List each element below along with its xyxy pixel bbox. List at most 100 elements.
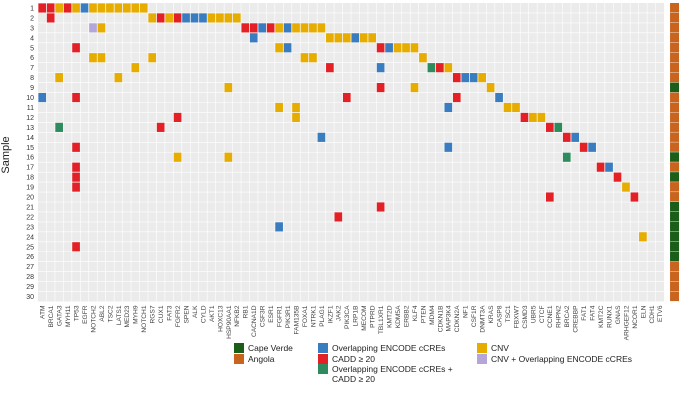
gene-tick-label: PLAG1	[319, 305, 326, 327]
cell-hsp90aa1-sample-16	[224, 152, 233, 162]
gene-tick-label: ARHGEF12	[623, 305, 630, 340]
cell-brca2-sample-16	[562, 152, 571, 162]
cell-ptprd-sample-4	[368, 33, 376, 43]
legend-label: Overlapping ENCODE cCREs	[332, 342, 446, 353]
gene-tick-label: HOXC13	[217, 305, 224, 332]
gene-tick-label: PIK3R1	[285, 305, 292, 328]
annotation-angola-sample-8	[670, 72, 680, 83]
gene-tick-label: JAK2	[336, 305, 343, 321]
cell-kmt2c-sample-17	[596, 162, 605, 172]
gene-tick-label: HSP90AA1	[226, 305, 233, 339]
annotation-cape-verde-sample-23	[670, 221, 680, 232]
cell-pten-sample-6	[419, 53, 427, 63]
gene-tick-label: NCOR1	[632, 305, 639, 328]
cell-fgfr1-sample-5	[275, 43, 283, 53]
gene-tick-label: AKT1	[209, 305, 216, 322]
annotation-angola-sample-29	[670, 281, 680, 292]
gene-tick-label: ETV6	[657, 305, 664, 322]
cell-fgfr2-sample-16	[173, 152, 182, 162]
cell-kras-sample-9	[486, 83, 495, 93]
cell-klf4-sample-9	[410, 83, 419, 93]
cell-cux1-sample-13	[156, 122, 165, 132]
legend-swatch	[234, 353, 244, 364]
legend-label: Cape Verde	[248, 342, 293, 353]
cell-tsc2-sample-1	[106, 3, 114, 13]
gene-tick-label: NOTCH1	[141, 305, 148, 332]
cell-cacna1d-sample-4	[249, 33, 258, 43]
cell-esr1-sample-3	[266, 23, 275, 33]
sample-tick-label: 23	[26, 224, 34, 231]
sample-tick-label: 8	[30, 75, 34, 82]
cell-cdkn2a-sample-10	[452, 92, 461, 103]
gene-tick-label: CDH1	[649, 305, 656, 323]
gene-tick-label: ATM	[40, 306, 47, 319]
gene-tick-label: TBL1XR1	[378, 305, 385, 334]
cell-tp53-sample-1	[72, 3, 80, 13]
gene-tick-label: FAM135B	[293, 305, 300, 335]
gene-tick-label: CTCF	[539, 306, 546, 324]
legend-label: CNV + Overlapping ENCODE cCREs	[491, 353, 633, 364]
cell-fam135b-sample-12	[292, 112, 300, 122]
cell-plag1-sample-3	[317, 23, 326, 33]
cell-tp53-sample-15	[72, 142, 80, 152]
cell-hsp90aa1-sample-2	[224, 13, 233, 23]
cell-cdkn1b-sample-7	[436, 63, 444, 73]
cell-tp53-sample-18	[72, 172, 80, 182]
sample-tick-label: 12	[26, 115, 34, 122]
cell-ncor1-sample-20	[630, 192, 639, 202]
annotation-angola-sample-13	[670, 122, 680, 132]
cell-ccne1-sample-13	[546, 122, 554, 132]
cell-fat1-sample-15	[579, 142, 588, 152]
gene-tick-label: RHPN2	[556, 305, 563, 328]
cell-fgfr2-sample-12	[173, 112, 182, 122]
legend-swatch	[318, 342, 328, 353]
cell-eln-sample-24	[639, 232, 647, 242]
sample-tick-label: 17	[26, 165, 34, 172]
gene-tick-label: MAP3K4	[446, 305, 453, 331]
cell-akt1-sample-2	[207, 13, 216, 23]
gene-tick-label: KDM5A	[395, 305, 402, 328]
gene-tick-label: LRP1B	[353, 305, 360, 326]
cell-myh9-sample-7	[131, 63, 140, 73]
annotation-angola-sample-17	[670, 162, 680, 172]
cell-jak2-sample-4	[334, 33, 343, 43]
cell-rgs7-sample-2	[148, 13, 157, 23]
heatmap-cells	[38, 3, 647, 252]
gene-tick-label: BRCA2	[564, 305, 571, 327]
cell-pik3r1-sample-3	[283, 23, 292, 33]
gene-tick-label: NOTCH2	[90, 305, 97, 332]
cell-kdm5a-sample-5	[393, 43, 402, 53]
annotation-angola-sample-3	[670, 22, 680, 33]
cell-pik3ca-sample-4	[342, 33, 351, 43]
gene-tick-label: ELN	[640, 305, 647, 318]
sample-tick-label: 6	[30, 55, 34, 62]
cell-fgfr2-sample-2	[173, 13, 182, 23]
annotation-angola-sample-19	[670, 182, 680, 192]
cell-abl2-sample-1	[97, 3, 106, 13]
gene-tick-label: EGFR	[82, 305, 89, 324]
cell-kmt2d-sample-5	[385, 43, 393, 53]
cell-atm-sample-10	[38, 92, 47, 103]
cell-gata3-sample-13	[55, 122, 63, 132]
cell-gnas-sample-18	[613, 172, 622, 182]
gene-tick-label: SPEN	[183, 305, 190, 323]
cell-gata3-sample-8	[55, 73, 63, 83]
gene-tick-label: NFKB2	[234, 305, 241, 327]
cell-hoxc13-sample-2	[216, 13, 224, 23]
gene-tick-label: GNAS	[615, 305, 622, 324]
gene-tick-label: GATA3	[57, 305, 64, 326]
cell-tsc1-sample-11	[503, 102, 512, 113]
annotation-angola-sample-27	[670, 261, 680, 272]
sample-tick-label: 28	[26, 274, 34, 281]
legend-item: Cape Verde	[234, 342, 293, 353]
cell-rhpn2-sample-13	[554, 122, 563, 132]
cell-csf1r-sample-8	[469, 73, 478, 83]
cell-arhgef12-sample-19	[622, 182, 630, 192]
cell-cyld-sample-2	[199, 13, 207, 23]
sample-tick-label: 21	[26, 204, 34, 211]
variant-legend-column-1: Overlapping ENCODE cCREs CADD ≥ 20 Overlap…	[318, 342, 453, 386]
legend-swatch	[318, 364, 328, 374]
cell-fgfr1-sample-23	[275, 222, 283, 232]
cell-myh9-sample-1	[131, 3, 140, 13]
cell-notch2-sample-6	[89, 53, 97, 63]
